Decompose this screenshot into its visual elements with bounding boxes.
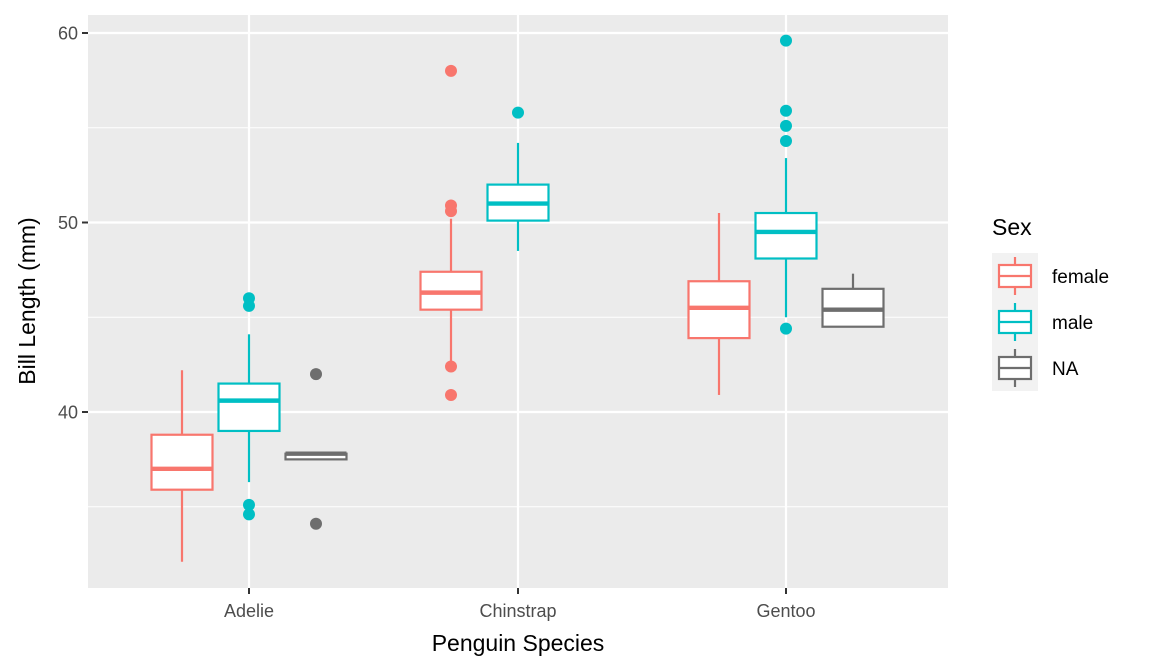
x-tick-label: Adelie	[224, 601, 274, 621]
outlier-point	[243, 299, 255, 312]
outlier-point	[310, 368, 322, 381]
outlier-point	[512, 106, 524, 119]
y-tick-label: 50	[58, 213, 78, 233]
outlier-point	[243, 498, 255, 511]
outlier-point	[445, 388, 457, 401]
box-female-gentoo	[687, 213, 751, 395]
legend-label: male	[1052, 313, 1093, 334]
outlier-point	[780, 322, 792, 335]
legend-item-male: male	[997, 303, 1093, 341]
legend-item-female: female	[997, 257, 1109, 295]
box-iqr	[754, 211, 818, 260]
x-axis-title: Penguin Species	[432, 630, 605, 656]
box-male-gentoo	[754, 34, 818, 335]
box-NA-adelie	[284, 368, 348, 530]
y-tick-label: 40	[58, 403, 78, 423]
y-axis: 40 50 60	[58, 24, 88, 423]
outlier-point	[445, 205, 457, 218]
x-axis: Adelie Chinstrap Gentoo	[224, 588, 816, 621]
outlier-point	[243, 508, 255, 521]
outlier-point	[780, 119, 792, 132]
outlier-point	[445, 64, 457, 77]
legend-title: Sex	[992, 214, 1032, 240]
legend-label: female	[1052, 267, 1109, 288]
x-tick-label: Gentoo	[756, 601, 815, 621]
box-male-adelie	[217, 292, 281, 521]
box-male-chinstrap	[486, 106, 550, 251]
outlier-point	[445, 360, 457, 373]
y-axis-title: Bill Length (mm)	[14, 217, 40, 384]
box-NA-gentoo	[821, 273, 885, 328]
outlier-point	[780, 135, 792, 148]
box-female-chinstrap	[419, 64, 483, 401]
legend-item-na: NA	[997, 349, 1079, 387]
box-female-adelie	[150, 370, 214, 562]
outlier-point	[780, 104, 792, 117]
legend-label: NA	[1052, 359, 1079, 380]
y-tick-label: 60	[58, 24, 78, 44]
outlier-point	[780, 34, 792, 47]
legend: Sex female male NA	[992, 214, 1109, 391]
x-tick-label: Chinstrap	[479, 601, 556, 621]
outlier-point	[310, 517, 322, 530]
box-layer	[150, 34, 885, 562]
box-iqr	[150, 433, 214, 491]
box-iqr	[217, 382, 281, 433]
